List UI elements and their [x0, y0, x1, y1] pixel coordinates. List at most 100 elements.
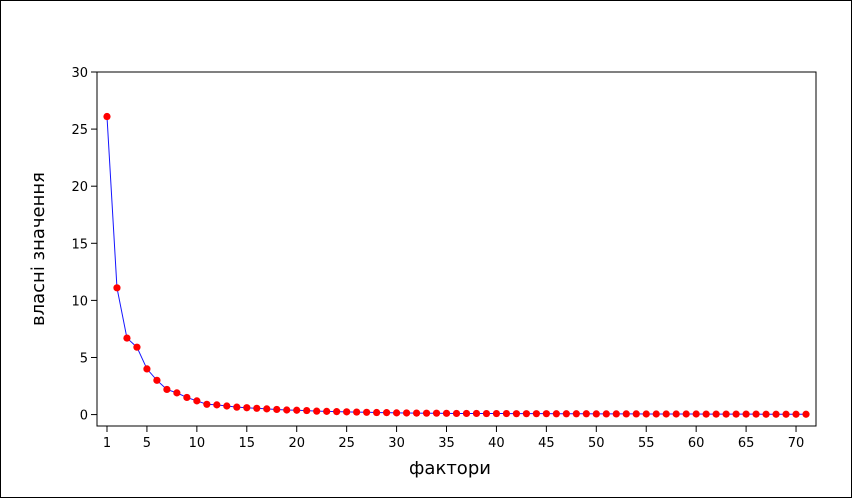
data-point [672, 410, 680, 418]
plot-area [96, 71, 817, 427]
y-tick-label: 25 [71, 123, 88, 138]
data-point [542, 410, 550, 418]
data-point [333, 408, 341, 416]
y-tick-label: 15 [71, 237, 88, 252]
data-point [452, 409, 461, 418]
data-point [462, 409, 471, 418]
data-point [712, 410, 720, 418]
data-point [632, 410, 640, 418]
x-tick-label: 60 [688, 436, 705, 451]
data-point [103, 112, 111, 121]
data-point [432, 409, 441, 417]
data-point [353, 408, 361, 416]
data-point [143, 365, 151, 373]
data-point [502, 409, 511, 418]
data-point [412, 409, 421, 417]
x-tick-label: 15 [239, 436, 256, 451]
data-point [622, 410, 630, 418]
data-point [323, 407, 331, 415]
data-point [582, 410, 590, 418]
y-axis-title: власні значення [28, 172, 49, 326]
x-tick-label: 35 [438, 436, 455, 451]
data-point [173, 389, 181, 397]
data-point [702, 410, 710, 418]
data-point [602, 410, 610, 418]
x-tick-label: 25 [338, 436, 355, 451]
data-point [293, 406, 301, 414]
data-point [382, 409, 391, 417]
data-point [313, 407, 321, 415]
x-axis: 1 5 10 15 20 25 30 35 40 45 50 55 60 65 70 [103, 426, 804, 451]
data-point [273, 405, 281, 414]
x-tick-label: 30 [388, 436, 405, 451]
data-point [562, 410, 570, 418]
y-tick-label: 10 [71, 294, 88, 309]
data-point [153, 376, 161, 384]
data-point [283, 406, 291, 414]
data-point [612, 410, 620, 418]
data-point [303, 406, 311, 415]
data-point [223, 402, 231, 410]
data-point [522, 410, 531, 418]
data-point [123, 334, 131, 342]
data-point [422, 409, 431, 417]
data-point [662, 410, 670, 418]
data-point [472, 409, 481, 418]
data-point [373, 408, 381, 417]
x-tick-label: 45 [538, 436, 555, 451]
data-point [402, 409, 411, 417]
x-tick-label: 70 [788, 436, 805, 451]
data-point [233, 403, 241, 411]
y-tick-label: 30 [71, 66, 88, 81]
data-point [752, 410, 760, 418]
data-point [592, 410, 600, 418]
data-point [642, 410, 650, 418]
data-point [772, 410, 780, 418]
data-point [133, 343, 141, 351]
y-tick-label: 20 [71, 180, 88, 195]
data-point [392, 409, 401, 417]
data-point [722, 410, 730, 418]
data-point [552, 410, 560, 418]
data-points [103, 112, 810, 418]
data-point [442, 409, 451, 417]
x-tick-label: 10 [189, 436, 206, 451]
data-point [682, 410, 690, 418]
data-point [512, 410, 521, 418]
data-point [113, 284, 121, 292]
x-tick-label: 20 [288, 436, 305, 451]
data-point [782, 410, 790, 418]
x-tick-label: 1 [103, 436, 111, 451]
data-point [183, 393, 191, 402]
data-point [572, 410, 580, 418]
data-point [692, 410, 700, 418]
x-tick-label: 5 [143, 436, 151, 451]
data-point [213, 401, 221, 409]
data-point [792, 410, 800, 418]
data-point [193, 397, 201, 405]
data-point [363, 408, 371, 416]
y-tick-label: 5 [80, 351, 88, 366]
x-tick-label: 65 [738, 436, 755, 451]
data-point [203, 400, 211, 408]
data-point [163, 385, 171, 394]
data-point [652, 410, 660, 418]
x-axis-title: фактори [409, 458, 491, 479]
data-point [802, 410, 810, 418]
y-axis: 0 5 10 15 20 25 30 [71, 66, 97, 424]
data-point [742, 410, 750, 418]
data-point [762, 410, 770, 418]
y-tick-label: 0 [80, 409, 88, 424]
data-point [482, 409, 491, 418]
data-point [243, 404, 251, 412]
x-tick-label: 50 [588, 436, 605, 451]
x-tick-label: 40 [488, 436, 505, 451]
data-point [532, 410, 540, 418]
data-point [492, 409, 501, 418]
data-point [732, 410, 740, 418]
data-point [263, 405, 271, 413]
data-point [253, 404, 261, 412]
x-tick-label: 55 [638, 436, 655, 451]
data-point [343, 408, 351, 416]
